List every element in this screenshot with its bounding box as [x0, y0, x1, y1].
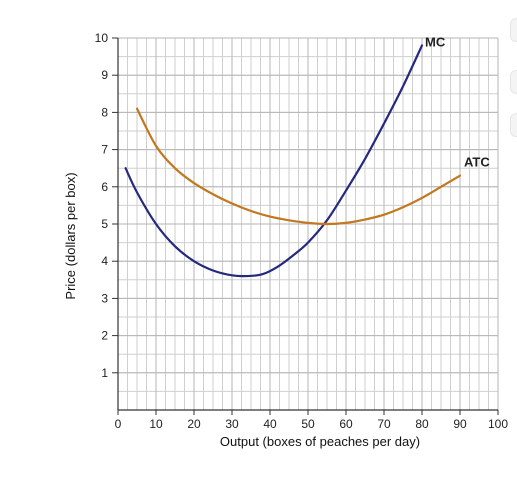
labels: Output (boxes of peaches per day) Price …	[63, 34, 490, 449]
series-atc-line	[135, 107, 462, 226]
y-tick-label: 8	[101, 105, 108, 119]
x-tick-label: 100	[488, 417, 508, 431]
x-tick-label: 50	[301, 417, 315, 431]
y-tick-label: 10	[95, 31, 109, 45]
side-decoration-3	[510, 113, 517, 137]
side-decoration-2	[510, 70, 517, 94]
y-axis-title: Price (dollars per box)	[63, 172, 78, 299]
series-layer	[124, 44, 462, 278]
series-atc-label: ATC	[464, 155, 490, 170]
y-tick-label: 2	[101, 329, 108, 343]
series-mc-label: MC	[425, 34, 446, 49]
x-tick-label: 40	[263, 417, 277, 431]
ticks: 0 10 20 30 40 50 60 70 80 90 100 1 2 3 4 5 6 7 8 9 10	[95, 31, 509, 431]
y-tick-label: 9	[101, 68, 108, 82]
x-tick-label: 30	[225, 417, 239, 431]
y-tick-label: 6	[101, 180, 108, 194]
x-tick-label: 0	[115, 417, 122, 431]
y-tick-label: 3	[101, 291, 108, 305]
y-tick-label: 1	[101, 366, 108, 380]
x-axis-title: Output (boxes of peaches per day)	[220, 434, 420, 449]
series-mc-line	[124, 44, 424, 278]
y-tick-label: 7	[101, 143, 108, 157]
x-tick-label: 70	[377, 417, 391, 431]
x-tick-label: 20	[187, 417, 201, 431]
y-tick-label: 5	[101, 217, 108, 231]
y-tick-label: 4	[101, 254, 108, 268]
side-decoration-1	[510, 18, 517, 42]
x-tick-label: 80	[415, 417, 429, 431]
grid-major	[117, 37, 499, 410]
x-tick-label: 10	[149, 417, 163, 431]
x-tick-label: 90	[453, 417, 467, 431]
x-tick-label: 60	[339, 417, 353, 431]
